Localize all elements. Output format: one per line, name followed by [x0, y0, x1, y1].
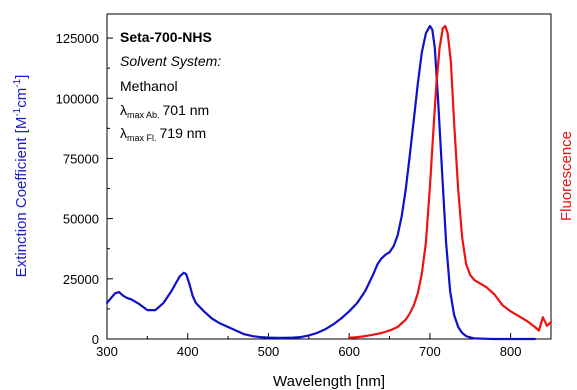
- x-tick-label: 800: [500, 344, 522, 359]
- absorbance-series-line: [105, 24, 536, 341]
- y-axis-label: Extinction Coefficient [M-1cm-1]: [12, 75, 30, 278]
- x-tick-label: 500: [258, 344, 280, 359]
- series-layer: [105, 24, 553, 341]
- fluorescence-series-line: [348, 24, 553, 339]
- solvent-name: Methanol: [120, 78, 178, 94]
- lambda-max-fluorescence: λmax Fl. 719 nm: [120, 125, 206, 143]
- y-tick-label: 100000: [56, 91, 99, 106]
- y-tick-labels: 0 25000 50000 75000 100000 125000: [56, 31, 99, 347]
- y-tick-label: 75000: [63, 151, 99, 166]
- y-tick-label: 50000: [63, 212, 99, 227]
- y-tick-label: 0: [92, 332, 99, 347]
- x-axis-label: Wavelength [nm]: [273, 373, 385, 390]
- lambda-max-absorbance: λmax Ab. 701 nm: [120, 102, 209, 120]
- x-tick-label: 400: [177, 344, 199, 359]
- x-tick-label: 700: [419, 344, 441, 359]
- y-tick-label: 125000: [56, 31, 99, 46]
- solvent-system-label: Solvent System:: [120, 53, 221, 69]
- plot-frame: [106, 13, 552, 340]
- y-tick-label: 25000: [63, 272, 99, 287]
- x-tick-labels: 300 400 500 600 700 800: [96, 344, 521, 359]
- compound-name: Seta-700-NHS: [120, 29, 212, 45]
- x-tick-label: 600: [338, 344, 360, 359]
- y2-axis-label: Fluorescence: [558, 131, 575, 221]
- x-tick-label: 300: [96, 344, 118, 359]
